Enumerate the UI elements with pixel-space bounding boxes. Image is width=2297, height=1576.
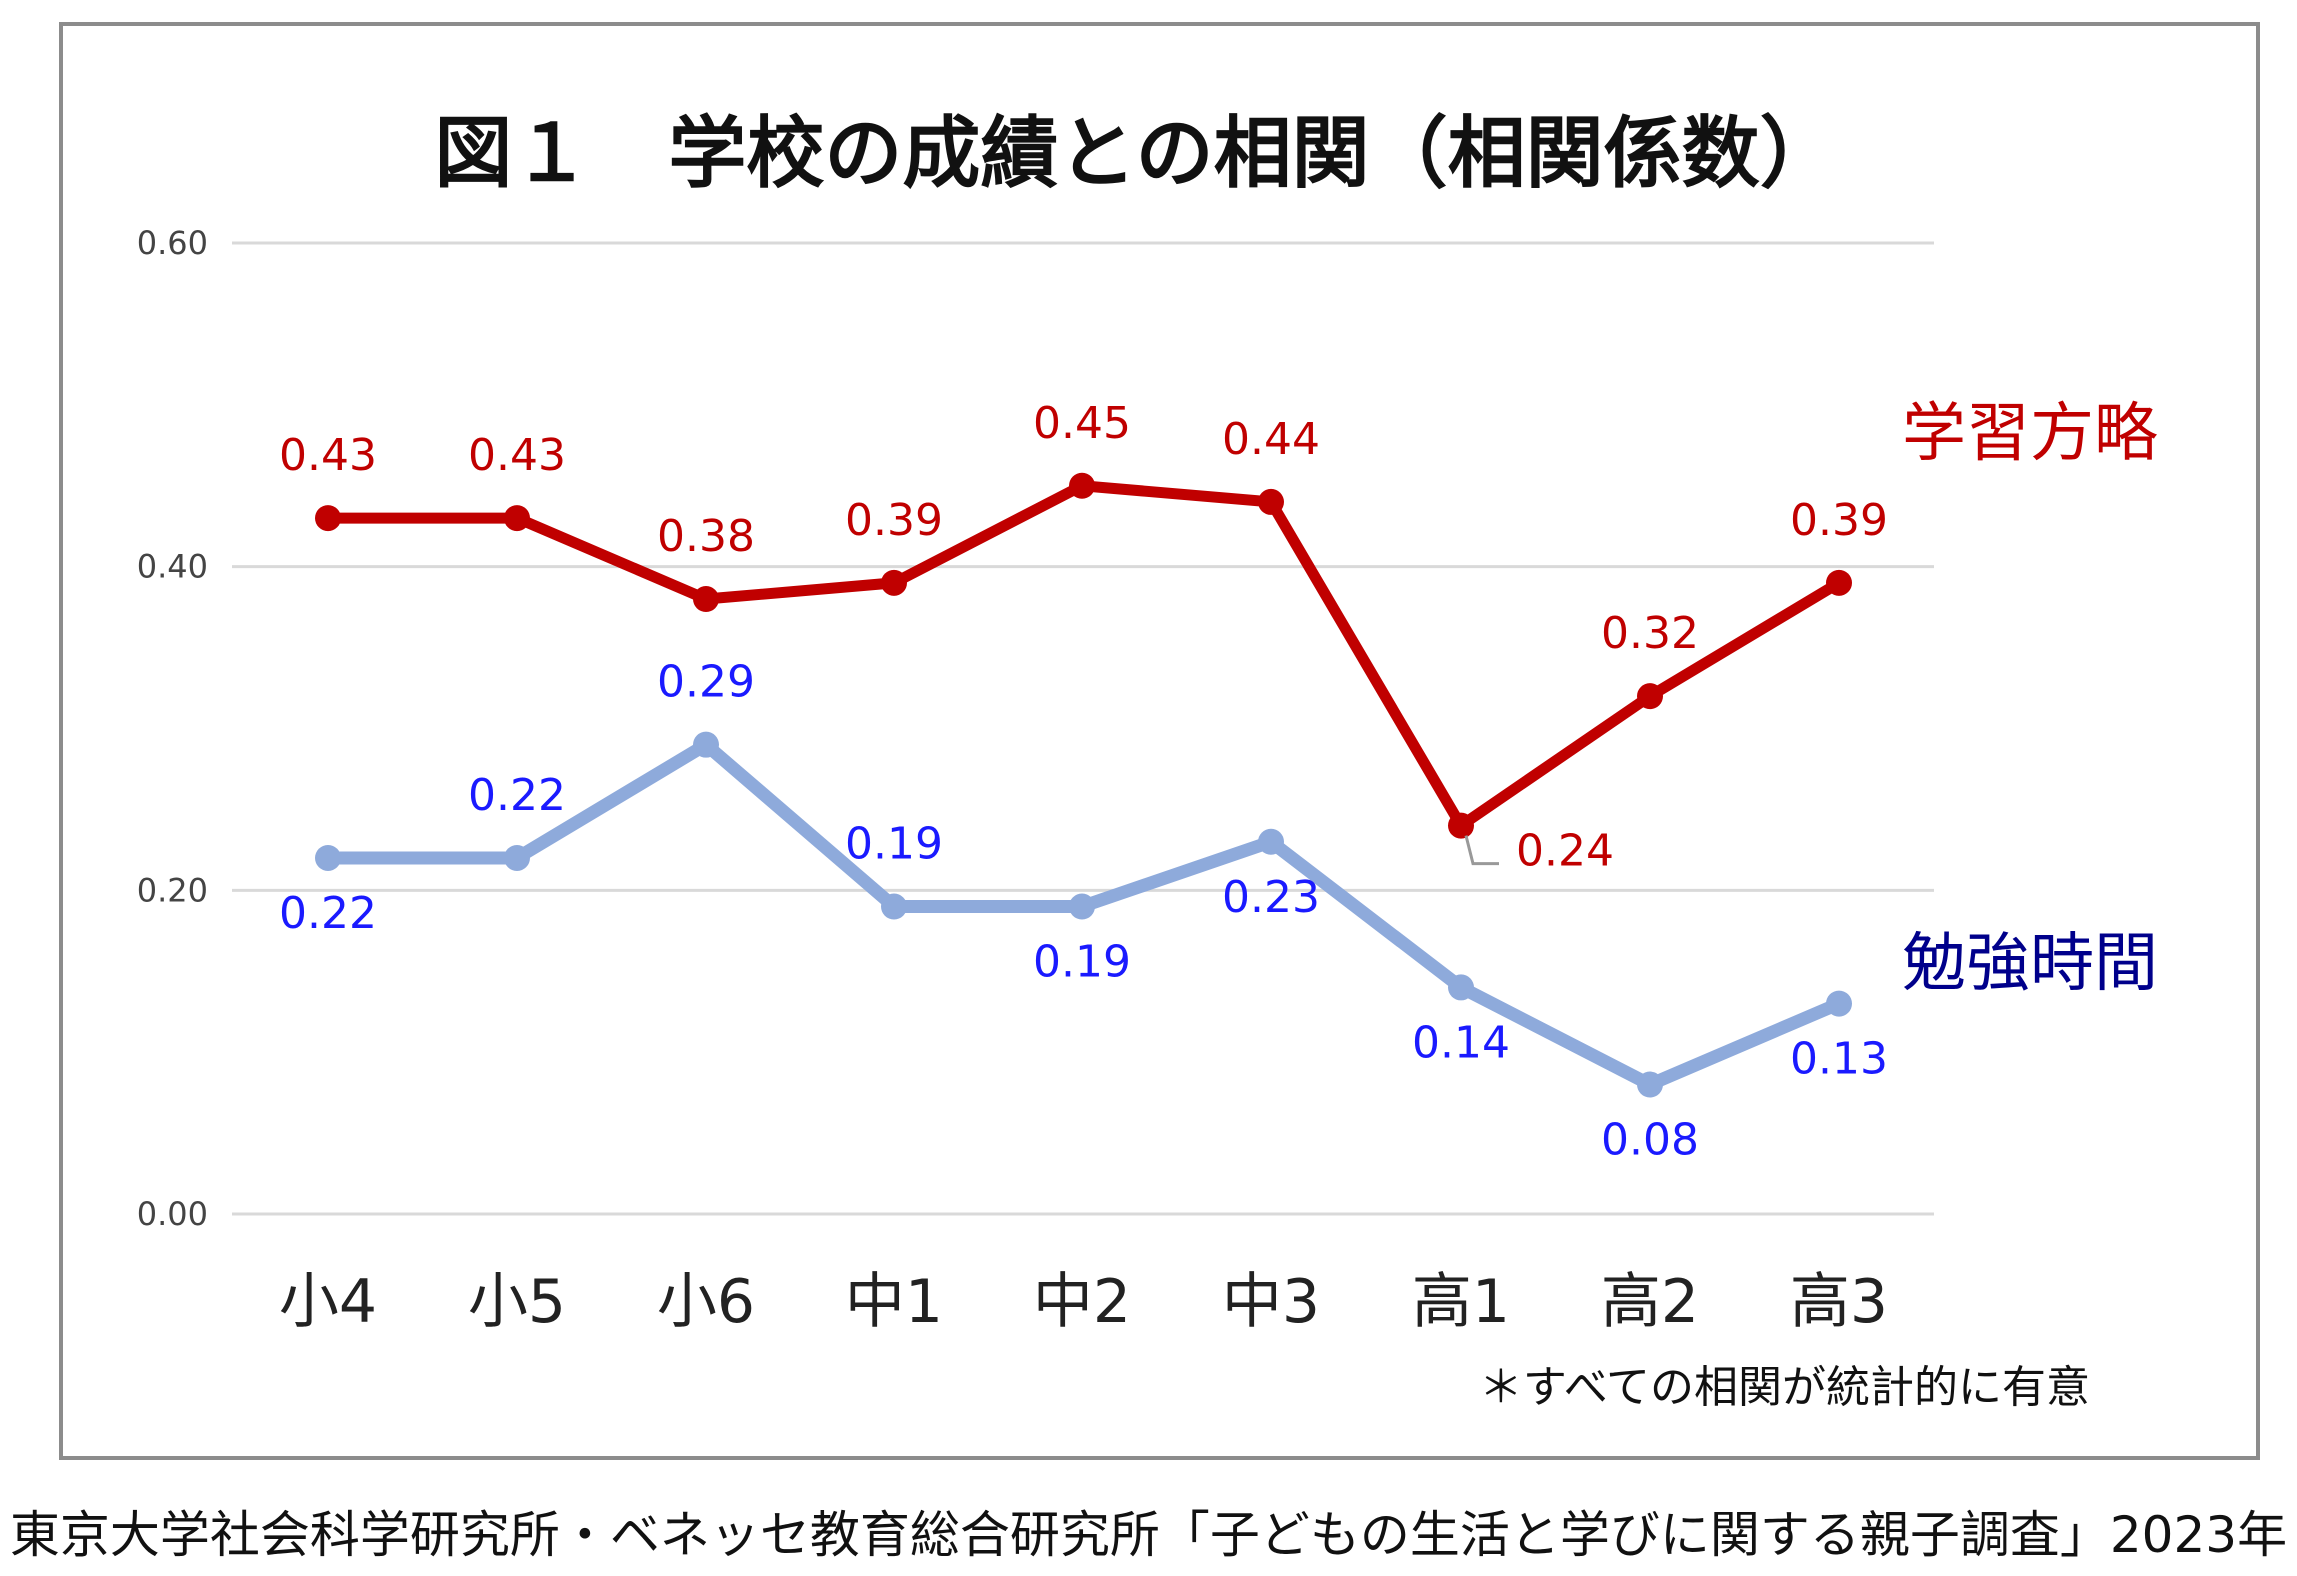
data-label: 0.43 (279, 430, 377, 481)
data-point (504, 844, 530, 871)
x-tick-label: 中1 (845, 1267, 943, 1337)
data-label: 0.22 (468, 770, 566, 821)
data-label: 0.43 (468, 430, 566, 481)
data-point (1448, 974, 1474, 1001)
data-point (504, 505, 530, 532)
data-label: 0.38 (657, 511, 755, 562)
x-tick-label: 中2 (1033, 1267, 1131, 1337)
x-tick-label: 小6 (657, 1267, 755, 1337)
data-point (1069, 472, 1095, 499)
data-point (1448, 812, 1474, 839)
x-tick-label: 小5 (468, 1267, 566, 1337)
data-label: 0.29 (657, 657, 755, 708)
data-point (1069, 893, 1095, 920)
x-tick-label: 高3 (1790, 1267, 1888, 1337)
series-learning-strategy: 0.43 0.43 0.38 0.39 0.45 0.44 0.24 0.32 0.39 学習方略 (279, 397, 2158, 877)
series-study-time: 0.22 0.22 0.29 0.19 0.19 0.23 0.14 0.08 0.13 勉強時間 (279, 657, 2158, 1166)
data-point (1258, 828, 1284, 855)
data-label: 0.08 (1601, 1115, 1699, 1166)
data-point (1826, 569, 1852, 596)
data-point (315, 844, 341, 871)
y-tick-label: 0.60 (137, 224, 208, 262)
source-credit: 東京大学社会科学研究所・ベネッセ教育総合研究所「子どもの生活と学びに関する親子調… (9, 1506, 2288, 1564)
series-name: 勉強時間 (1902, 927, 2158, 1001)
data-label: 0.44 (1222, 414, 1320, 465)
data-point (693, 586, 719, 613)
data-label: 0.19 (845, 819, 943, 870)
data-label: 0.19 (1033, 937, 1131, 988)
data-point (693, 731, 719, 758)
y-tick-label: 0.40 (137, 548, 208, 586)
data-point (1826, 990, 1852, 1017)
data-point (881, 569, 907, 596)
x-tick-label: 高1 (1412, 1267, 1510, 1337)
data-point (1637, 683, 1663, 710)
y-tick-label: 0.00 (137, 1195, 208, 1233)
significance-note: ＊すべての相関が統計的に有意 (1479, 1362, 2090, 1413)
data-label: 0.14 (1412, 1017, 1510, 1068)
chart-title: 図１ 学校の成績との相関（相関係数） (434, 109, 1837, 199)
series-name: 学習方略 (1902, 397, 2158, 471)
data-label: 0.39 (845, 495, 943, 546)
data-point (315, 505, 341, 532)
data-label: 0.13 (1790, 1034, 1888, 1085)
data-label: 0.32 (1601, 608, 1699, 659)
y-tick-label: 0.20 (137, 871, 208, 909)
chart-frame (59, 22, 2260, 1460)
data-label: 0.45 (1033, 398, 1131, 449)
data-label: 0.24 (1516, 826, 1614, 877)
data-point (881, 893, 907, 920)
data-point (1637, 1071, 1663, 1098)
x-tick-label: 中3 (1222, 1267, 1320, 1337)
x-tick-label: 高2 (1601, 1267, 1699, 1337)
x-tick-label: 小4 (279, 1267, 377, 1337)
data-label: 0.22 (279, 888, 377, 939)
leader-line (1464, 835, 1499, 866)
data-label: 0.39 (1790, 495, 1888, 546)
data-label: 0.23 (1222, 872, 1320, 923)
data-point (1258, 488, 1284, 515)
